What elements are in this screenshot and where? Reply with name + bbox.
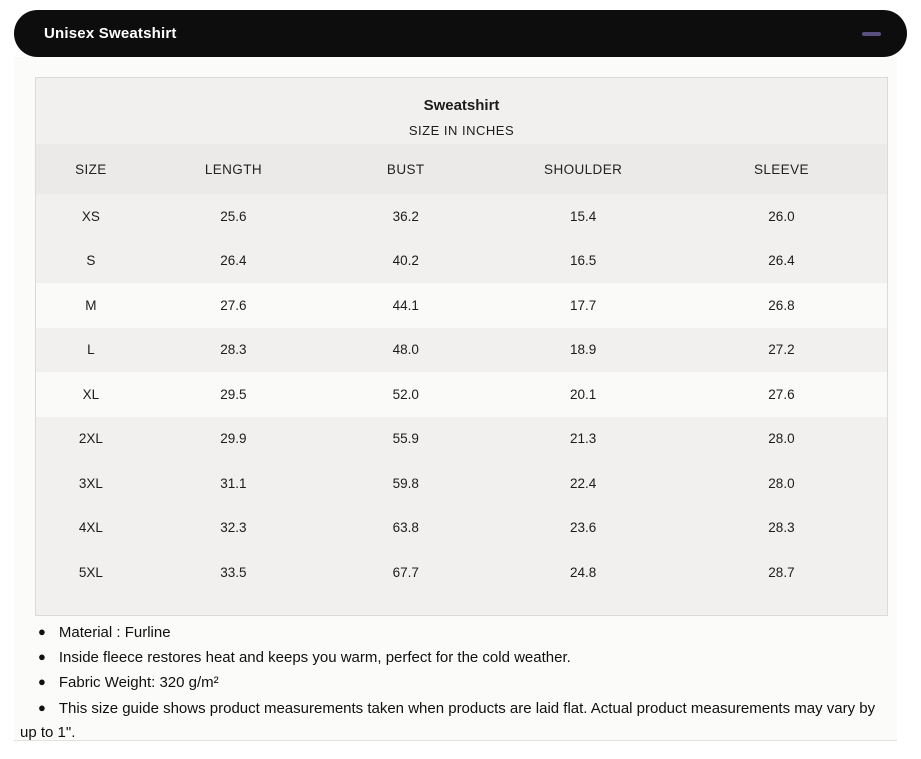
cell-length: 27.6 [220, 297, 247, 313]
note-text: Fabric Weight: 320 g/m² [58, 674, 219, 692]
product-notes: ● Material : Furline ● Inside fleece resto… [20, 620, 883, 746]
cell-bust: 40.2 [392, 253, 419, 269]
column-header-shoulder: SHOULDER [544, 161, 623, 177]
cell-size: S [86, 253, 96, 269]
cell-shoulder: 24.8 [570, 564, 597, 580]
cell-sleeve: 28.3 [768, 520, 795, 536]
cell-bust: 59.8 [392, 475, 419, 491]
note-text: Material : Furline [58, 623, 171, 641]
table-row: 3XL 31.1 59.8 22.4 28.0 [36, 461, 887, 506]
product-note: ● Material : Furline [20, 620, 883, 645]
table-row: 5XL 33.5 67.7 24.8 28.7 [36, 550, 887, 595]
column-header-length: LENGTH [204, 161, 262, 177]
column-header-bust: BUST [386, 161, 425, 177]
bullet-icon: ● [38, 674, 46, 690]
cell-size: 2XL [78, 431, 103, 447]
cell-bust: 63.8 [392, 520, 419, 536]
cell-length: 33.5 [220, 564, 247, 580]
cell-bust: 44.1 [392, 297, 419, 313]
note-text: This size guide shows product measuremen… [20, 699, 876, 742]
product-note: ● Inside fleece restores heat and keeps y… [20, 645, 883, 670]
cell-sleeve: 28.0 [768, 475, 795, 491]
cell-sleeve: 26.0 [768, 208, 795, 224]
column-header-size: SIZE [75, 161, 107, 177]
product-note: ● Fabric Weight: 320 g/m² [20, 670, 883, 695]
size-chart-table: Sweatshirt SIZE IN INCHES SIZE LENGTH BU… [35, 77, 888, 616]
note-text: Inside fleece restores heat and keeps yo… [58, 648, 571, 666]
product-note: ● This size guide shows product measureme… [20, 696, 883, 746]
cell-sleeve: 28.0 [768, 431, 795, 447]
cell-shoulder: 21.3 [570, 431, 597, 447]
cell-size: 4XL [78, 520, 103, 536]
table-row: XL 29.5 52.0 20.1 27.6 [36, 372, 887, 417]
cell-sleeve: 26.4 [768, 253, 795, 269]
cell-shoulder: 15.4 [570, 208, 597, 224]
cell-shoulder: 22.4 [570, 475, 597, 491]
cell-length: 25.6 [220, 208, 247, 224]
cell-length: 32.3 [220, 520, 247, 536]
cell-length: 26.4 [220, 253, 247, 269]
cell-sleeve: 27.6 [768, 386, 795, 402]
table-row: 4XL 32.3 63.8 23.6 28.3 [36, 506, 887, 551]
table-row: L 28.3 48.0 18.9 27.2 [36, 328, 887, 373]
cell-length: 29.9 [220, 431, 247, 447]
cell-length: 29.5 [220, 386, 247, 402]
table-row: XS 25.6 36.2 15.4 26.0 [36, 194, 887, 239]
cell-shoulder: 20.1 [570, 386, 597, 402]
table-row: M 27.6 44.1 17.7 26.8 [36, 283, 887, 328]
cell-bust: 48.0 [392, 342, 419, 358]
accordion-header-unisex-sweatshirt[interactable]: Unisex Sweatshirt [14, 10, 907, 57]
cell-size: XL [82, 386, 100, 402]
bullet-icon: ● [38, 648, 46, 664]
table-row: S 26.4 40.2 16.5 26.4 [36, 239, 887, 284]
cell-size: L [87, 342, 95, 358]
size-chart-title: Sweatshirt [423, 97, 500, 114]
cell-sleeve: 28.7 [768, 564, 795, 580]
cell-shoulder: 16.5 [570, 253, 597, 269]
cell-shoulder: 17.7 [570, 297, 597, 313]
cell-size: M [85, 297, 97, 313]
column-header-sleeve: SLEEVE [753, 161, 809, 177]
size-guide-panel: Sweatshirt SIZE IN INCHES SIZE LENGTH BU… [14, 57, 897, 741]
size-chart-caption: Sweatshirt SIZE IN INCHES [36, 78, 887, 144]
table-row: 2XL 29.9 55.9 21.3 28.0 [36, 417, 887, 462]
cell-shoulder: 23.6 [570, 520, 597, 536]
cell-size: 5XL [78, 564, 103, 580]
cell-shoulder: 18.9 [570, 342, 597, 358]
cell-bust: 36.2 [392, 208, 419, 224]
cell-bust: 67.7 [392, 564, 419, 580]
table-header-row: SIZE LENGTH BUST SHOULDER SLEEVE [36, 144, 887, 194]
collapse-minus-icon[interactable] [862, 31, 881, 36]
cell-size: XS [81, 208, 100, 224]
bullet-icon: ● [38, 623, 46, 639]
size-chart-units-label: SIZE IN INCHES [408, 123, 515, 138]
cell-bust: 55.9 [392, 431, 419, 447]
bullet-icon: ● [38, 699, 46, 715]
accordion-title: Unisex Sweatshirt [44, 25, 177, 42]
cell-length: 31.1 [220, 475, 247, 491]
cell-size: 3XL [78, 475, 103, 491]
cell-sleeve: 26.8 [768, 297, 795, 313]
cell-length: 28.3 [220, 342, 247, 358]
cell-sleeve: 27.2 [768, 342, 795, 358]
cell-bust: 52.0 [392, 386, 419, 402]
